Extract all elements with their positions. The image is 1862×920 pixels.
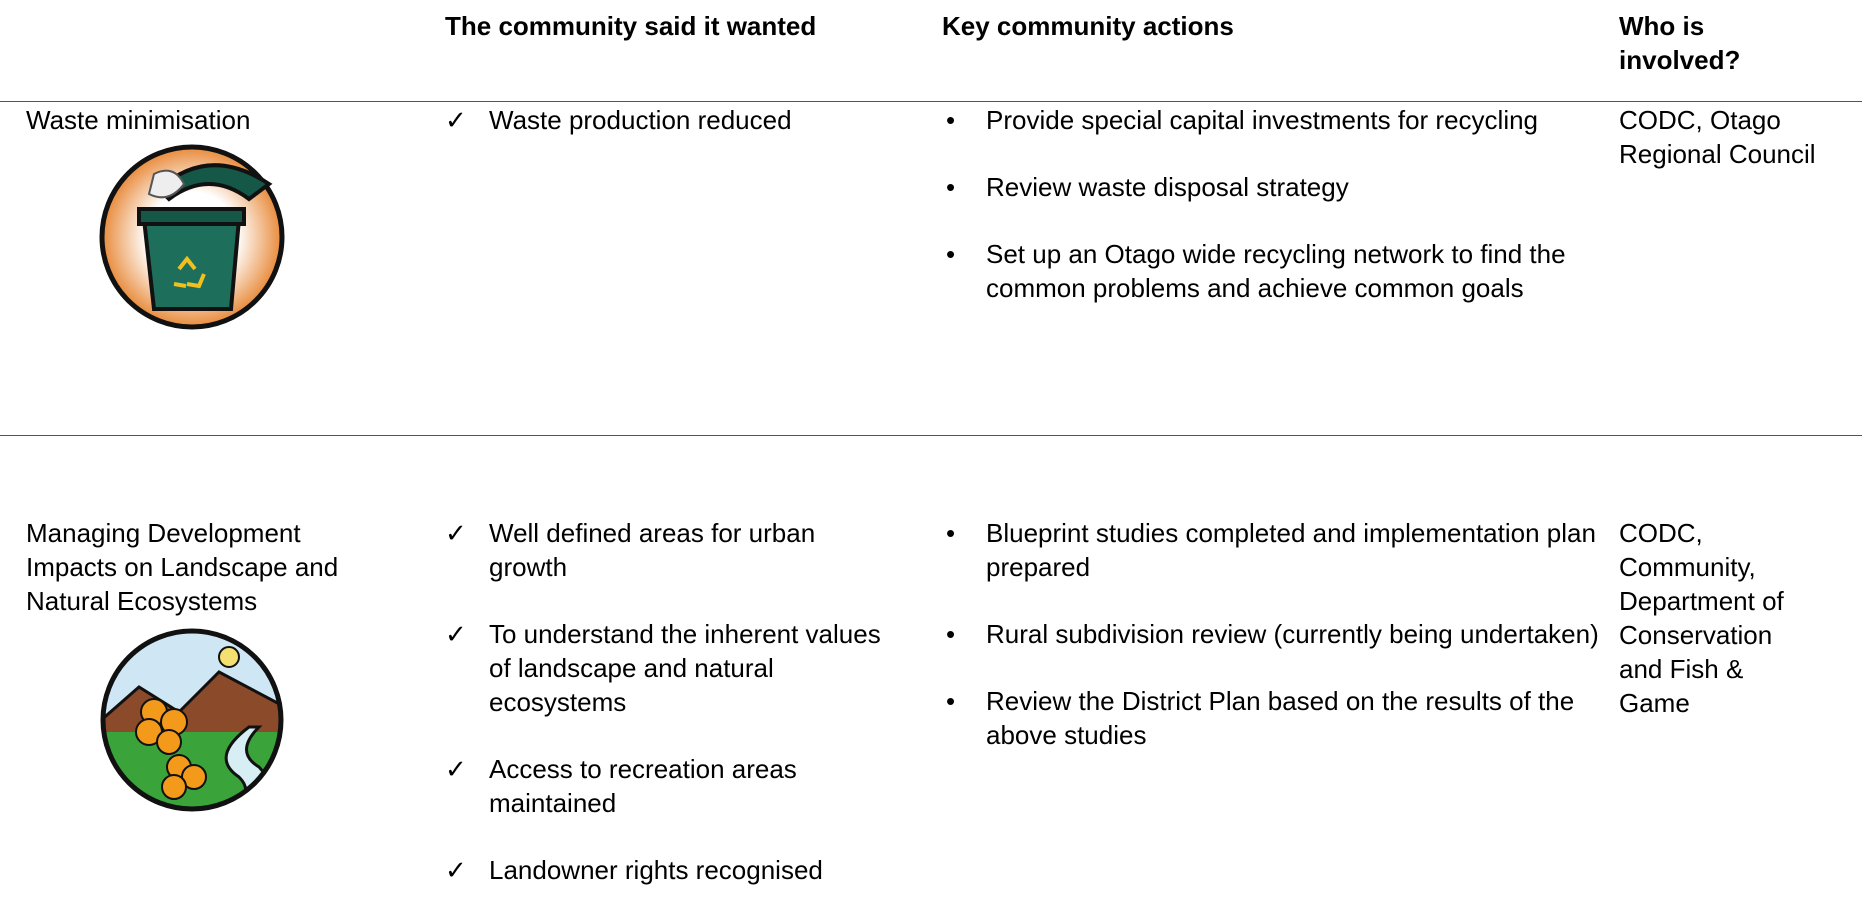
wanted-item: To understand the inherent values of lan…	[489, 617, 889, 719]
action-item: Blueprint studies completed and implemen…	[986, 516, 1601, 584]
waste-bin-icon	[99, 144, 285, 330]
wanted-list: Well defined areas for urban growth To un…	[489, 516, 889, 920]
action-item: Review waste disposal strategy	[986, 170, 1601, 204]
action-list: Provide special capital investments for …	[986, 103, 1601, 338]
who: CODC, Community, Department of Conservat…	[1619, 516, 1814, 720]
topic: Managing Development Impacts on Landscap…	[26, 516, 396, 618]
wanted-item: Landowner rights recognised	[489, 853, 889, 887]
wanted-list: Waste production reduced	[489, 103, 889, 170]
action-item: Review the District Plan based on the re…	[986, 684, 1601, 752]
landscape-icon	[99, 627, 285, 813]
action-item: Set up an Otago wide recycling network t…	[986, 237, 1601, 305]
column-header: Key community actions	[942, 9, 1542, 43]
header-rule	[0, 101, 1862, 102]
wanted-item: Waste production reduced	[489, 103, 889, 137]
page: The community said it wanted Key communi…	[0, 0, 1862, 894]
column-header: The community said it wanted	[445, 9, 925, 43]
topic: Waste minimisation	[26, 103, 396, 137]
wanted-item: Well defined areas for urban growth	[489, 516, 889, 584]
action-item: Rural subdivision review (currently bein…	[986, 617, 1601, 651]
row-rule	[0, 435, 1862, 436]
who: CODC, Otago Regional Council	[1619, 103, 1859, 171]
column-header: Who is involved?	[1619, 9, 1769, 77]
action-item: Provide special capital investments for …	[986, 103, 1601, 137]
action-list: Blueprint studies completed and implemen…	[986, 516, 1601, 785]
wanted-item: Access to recreation areas maintained	[489, 752, 889, 820]
